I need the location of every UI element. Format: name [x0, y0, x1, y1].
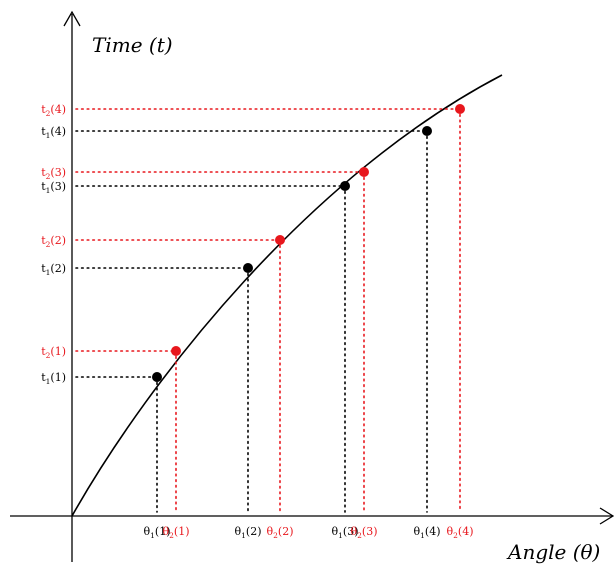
y-tick-label-s2-3: t2(3) — [41, 166, 66, 181]
x-axis-arrowhead — [599, 507, 614, 525]
x-tick-label-s1-1: θ1(1) — [144, 525, 171, 540]
point-s1-3 — [340, 181, 350, 191]
x-tick-label-s2-4: θ2(4) — [447, 525, 474, 540]
y-tick-label-s1-4: t1(4) — [41, 125, 66, 140]
x-tick-label-s2-3: θ2(3) — [351, 525, 378, 540]
y-tick-label-s2-4: t2(4) — [41, 103, 66, 118]
y-axis-arrowhead — [63, 10, 81, 27]
x-tick-label-s1-4: θ1(4) — [414, 525, 441, 540]
x-tick-label-s1-2: θ1(2) — [235, 525, 262, 540]
point-s2-3 — [359, 167, 369, 177]
x-tick-label-s1-3: θ1(3) — [332, 525, 359, 540]
x-tick-label-s2-2: θ2(2) — [267, 525, 294, 540]
point-s2-4 — [455, 104, 465, 114]
projection-lines — [75, 108, 461, 513]
y-axis-title: Time (t) — [92, 33, 173, 57]
point-s1-4 — [422, 126, 432, 136]
y-tick-label-s2-2: t2(2) — [41, 234, 66, 249]
point-s2-2 — [275, 235, 285, 245]
point-s2-1 — [171, 346, 181, 356]
x-axis-title: Angle (θ) — [506, 540, 600, 564]
point-s1-1 — [152, 372, 162, 382]
y-tick-label-s1-3: t1(3) — [41, 180, 66, 195]
point-s1-2 — [243, 263, 253, 273]
tick-labels: t1(1) θ1(1) t1(2) θ1(2) t1(3) θ1(3) t1(4) θ1(4)… — [41, 103, 473, 540]
y-tick-label-s1-1: t1(1) — [41, 371, 66, 386]
data-points — [152, 104, 465, 382]
time-angle-curve — [71, 74, 503, 517]
y-tick-label-s2-1: t2(1) — [41, 345, 66, 360]
y-tick-label-s1-2: t1(2) — [41, 262, 66, 277]
x-tick-label-s2-1: θ2(1) — [163, 525, 190, 540]
